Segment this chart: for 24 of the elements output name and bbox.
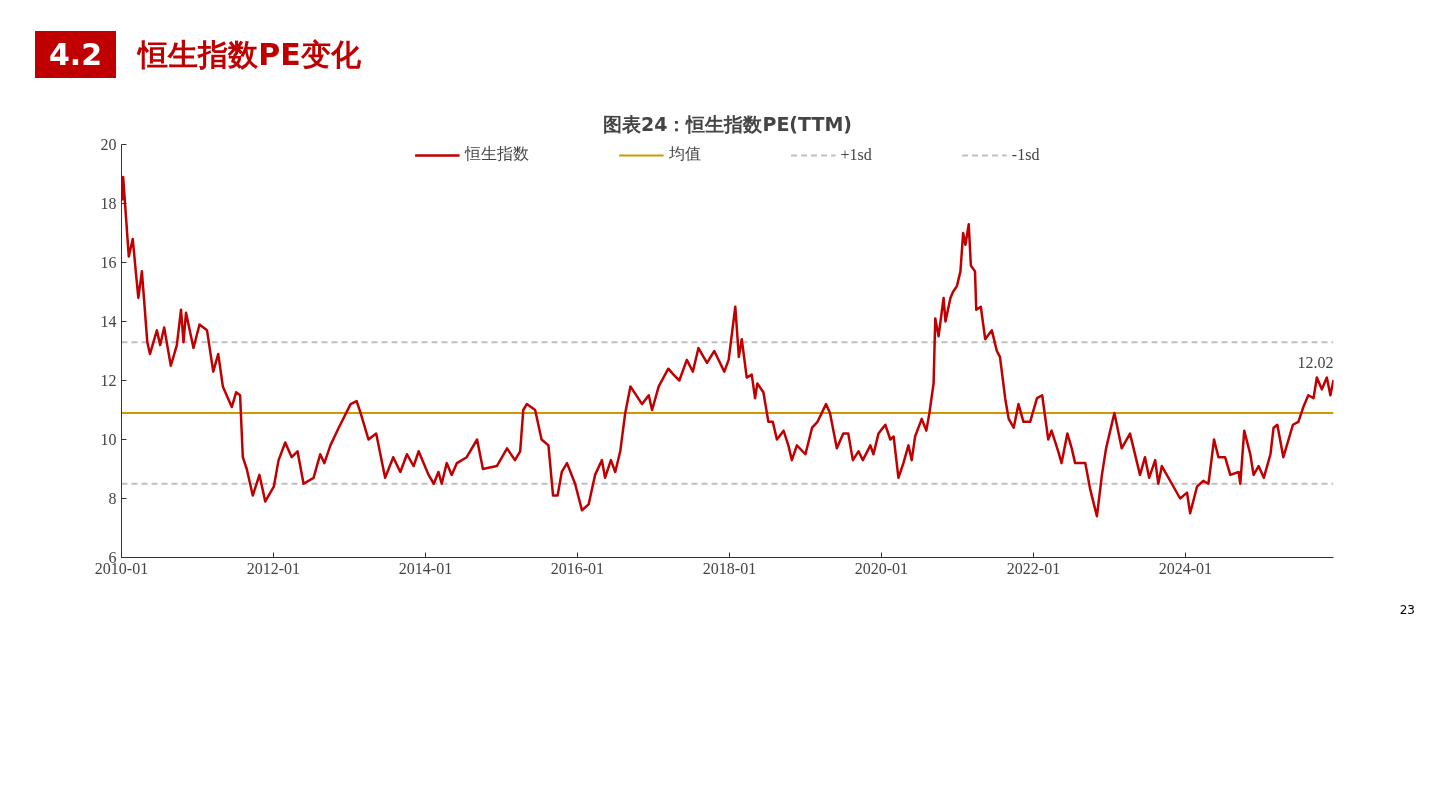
y-tick-label: 16 xyxy=(100,254,117,271)
y-tick-label: 14 xyxy=(100,313,117,330)
legend-label: -1sd xyxy=(1011,145,1040,164)
x-tick-label: 2020-01 xyxy=(854,559,909,577)
x-tick-label: 2014-01 xyxy=(398,559,453,577)
annotation: 12.02 xyxy=(1297,353,1334,371)
text: 4.2 xyxy=(35,31,117,78)
x-tick-label: 2024-01 xyxy=(1158,559,1213,577)
x-tick-label: 2012-01 xyxy=(246,559,301,577)
y-tick-label: 12 xyxy=(100,372,117,389)
line-series xyxy=(121,175,1334,518)
chart-title: 图表24：恒生指数PE(TTM) xyxy=(603,112,852,135)
text: 23 xyxy=(1398,603,1415,617)
y-tick-label: 18 xyxy=(100,195,117,212)
y-tick-label: 8 xyxy=(108,490,117,507)
y-tick-label: 20 xyxy=(100,136,117,153)
legend-label: +1sd xyxy=(840,145,872,164)
y-tick-label: 10 xyxy=(100,431,117,448)
x-tick-label: 2018-01 xyxy=(702,559,757,577)
legend-label: 均值 xyxy=(668,144,701,164)
text: 恒生指数PE变化 xyxy=(138,37,361,72)
x-tick-label: 2016-01 xyxy=(550,559,605,577)
x-tick-label: 2022-01 xyxy=(1006,559,1061,577)
legend-label: 恒生指数 xyxy=(464,144,529,164)
